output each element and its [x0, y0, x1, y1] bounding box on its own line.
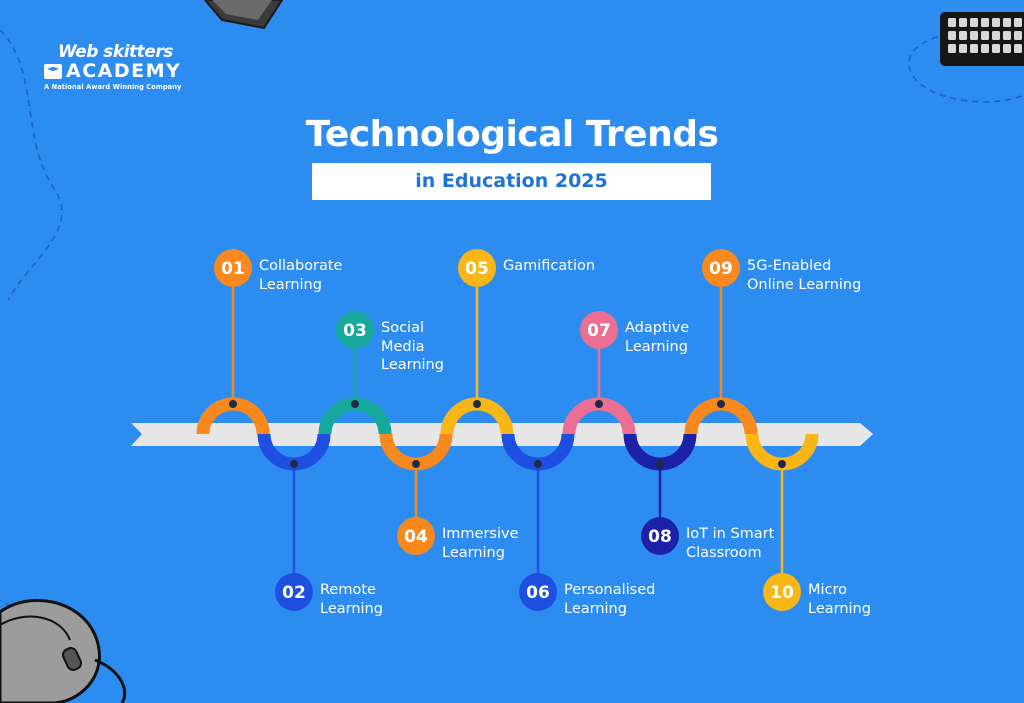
- step-badge-07: [580, 311, 618, 349]
- step-number-05: 05: [465, 259, 489, 279]
- laptop-icon: [203, 0, 284, 30]
- brand-name-top: Web skitters: [58, 42, 173, 62]
- step-badge-02: [275, 573, 313, 611]
- step-label-03: Social Media Learning: [381, 320, 444, 373]
- loop-dot-04: [412, 460, 420, 468]
- mouse-icon: [0, 598, 127, 703]
- step-label-06: Personalised Learning: [564, 582, 656, 617]
- page-title: Technological Trends: [305, 114, 719, 155]
- keyboard-icon: [940, 12, 1024, 66]
- loop-dot-05: [473, 400, 481, 408]
- step-number-01: 01: [221, 259, 245, 279]
- step-number-10: 10: [770, 583, 794, 603]
- step-label-01: Collaborate Learning: [259, 258, 343, 293]
- loop-dot-08: [656, 460, 664, 468]
- step-label-04: Immersive Learning: [442, 526, 519, 561]
- brand-logo: Web skitters ACADEMY A National Award Wi…: [44, 42, 181, 91]
- step-badge-01: [214, 249, 252, 287]
- step-label-10: Micro Learning: [808, 582, 871, 617]
- step-badge-05: [458, 249, 496, 287]
- page-subtitle: in Education 2025: [312, 163, 711, 200]
- step-label-05: Gamification: [503, 258, 596, 274]
- brand-tagline: A National Award Winning Company: [44, 83, 182, 91]
- step-number-06: 06: [526, 583, 550, 603]
- step-badge-08: [641, 517, 679, 555]
- loop-dot-09: [717, 400, 725, 408]
- step-badge-03: [336, 311, 374, 349]
- step-label-02: Remote Learning: [320, 582, 383, 617]
- step-badge-06: [519, 573, 557, 611]
- step-number-02: 02: [282, 583, 306, 603]
- loop-dot-01: [229, 400, 237, 408]
- step-label-07: Adaptive Learning: [625, 320, 690, 355]
- loop-dot-03: [351, 400, 359, 408]
- step-number-07: 07: [587, 321, 611, 341]
- step-badge-09: [702, 249, 740, 287]
- step-label-09: 5G-Enabled Online Learning: [747, 258, 862, 293]
- brand-name-bottom: ACADEMY: [66, 60, 182, 82]
- step-number-08: 08: [648, 527, 672, 547]
- loop-dot-10: [778, 460, 786, 468]
- step-number-04: 04: [404, 527, 428, 547]
- step-label-08: IoT in Smart Classroom: [686, 526, 775, 561]
- loop-dot-02: [290, 460, 298, 468]
- step-badge-04: [397, 517, 435, 555]
- step-number-03: 03: [343, 321, 367, 341]
- step-badge-10: [763, 573, 801, 611]
- graduation-cap-icon: [44, 63, 62, 79]
- loop-dot-07: [595, 400, 603, 408]
- loop-dot-06: [534, 460, 542, 468]
- step-number-09: 09: [709, 259, 733, 279]
